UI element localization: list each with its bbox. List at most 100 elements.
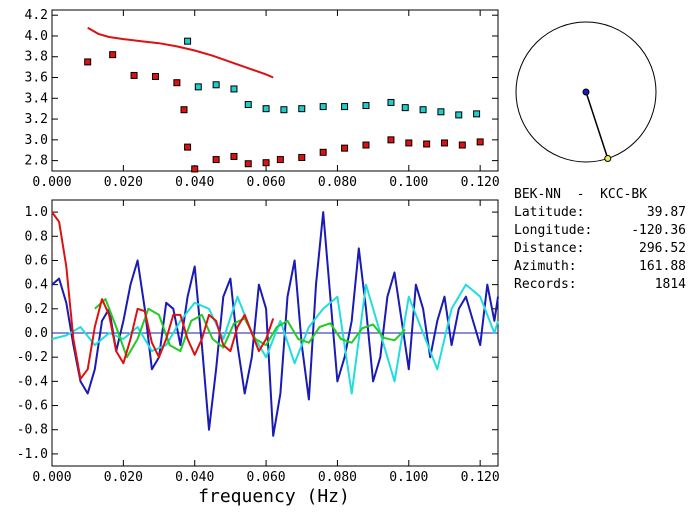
red-data-point xyxy=(423,140,431,148)
y-tick-label: 3.0 xyxy=(25,133,48,148)
red-data-point xyxy=(184,143,192,151)
blue-trace xyxy=(51,211,499,437)
y-tick-label: 3.8 xyxy=(25,50,48,65)
y-tick-label: 0.2 xyxy=(25,302,48,317)
red-data-point xyxy=(212,156,220,164)
x-tick-label: 0.000 xyxy=(32,470,71,485)
cyan-data-point xyxy=(437,108,445,116)
cyan-data-point xyxy=(401,104,409,112)
x-tick-label: 0.120 xyxy=(461,470,500,485)
cyan-data-point xyxy=(184,37,192,45)
plot-frame xyxy=(51,9,499,172)
y-tick-label: 4.0 xyxy=(25,29,48,44)
red-data-point xyxy=(341,144,349,152)
x-tick-label: 0.020 xyxy=(104,175,143,190)
x-tick-label: 0.000 xyxy=(32,175,71,190)
cyan-data-point xyxy=(280,106,288,114)
info-row-distance: Distance: 296.52 xyxy=(514,240,688,258)
cyan-data-point xyxy=(455,111,463,119)
cyan-data-point xyxy=(319,103,327,111)
red-data-point xyxy=(387,136,395,144)
red-data-point xyxy=(180,106,188,114)
info-value: 296.52 xyxy=(639,241,686,256)
y-tick-label: 4.2 xyxy=(25,8,48,23)
x-tick-label: 0.100 xyxy=(389,470,428,485)
station-pair-label: BEK-NN - KCC-BK xyxy=(514,187,648,202)
azimuth-line xyxy=(585,91,609,159)
origin-marker xyxy=(582,88,590,96)
x-tick-label: 0.040 xyxy=(175,470,214,485)
cyan-data-point xyxy=(230,85,238,93)
cyan-data-point xyxy=(298,105,306,113)
cyan-data-point xyxy=(473,110,481,118)
y-tick-label: 0.8 xyxy=(25,229,48,244)
red-data-point xyxy=(84,58,92,66)
red-trace xyxy=(51,211,275,380)
y-tick-label: 0.4 xyxy=(25,278,49,293)
y-tick-label: -1.0 xyxy=(17,447,48,462)
y-tick-label: 2.8 xyxy=(25,154,48,169)
info-label: Distance: xyxy=(514,241,585,256)
azimuth-compass xyxy=(515,21,657,163)
x-tick-label: 0.060 xyxy=(247,470,286,485)
info-row-longitude: Longitude: -120.36 xyxy=(514,222,688,240)
cyan-data-point xyxy=(212,81,220,89)
dispersion-curve xyxy=(87,26,274,79)
info-value: -120.36 xyxy=(631,223,686,238)
x-tick-label: 0.120 xyxy=(461,175,500,190)
cyan-data-point xyxy=(194,83,202,91)
red-data-point xyxy=(440,139,448,147)
y-tick-label: -0.8 xyxy=(17,423,48,438)
info-label: Latitude: xyxy=(514,205,585,220)
red-data-point xyxy=(262,159,270,167)
compass-circle xyxy=(515,21,657,163)
y-tick-label: 0.6 xyxy=(25,253,48,268)
x-tick-label: 0.100 xyxy=(389,175,428,190)
x-tick-label: 0.060 xyxy=(247,175,286,190)
y-tick-label: 1.0 xyxy=(25,205,48,220)
waveform-chart: 0.000 0.020 0.040 0.060 0.080 0.100 0.120 -1.0 -… xyxy=(17,199,500,485)
info-label: Azimuth: xyxy=(514,259,577,274)
info-value: 1814 xyxy=(654,277,686,292)
x-axis-title: frequency (Hz) xyxy=(198,486,350,507)
info-label: Records: xyxy=(514,277,577,292)
red-data-point xyxy=(298,153,306,161)
x-tick-label: 0.040 xyxy=(175,175,214,190)
red-data-point xyxy=(458,141,466,149)
station-info-panel: BEK-NN - KCC-BK Latitude: 39.87 Longitude… xyxy=(514,186,688,294)
cyan-data-point xyxy=(262,105,270,113)
red-data-point xyxy=(244,160,252,168)
red-data-point xyxy=(191,165,199,173)
y-tick-label: 3.2 xyxy=(25,112,48,127)
y-tick-label: -0.2 xyxy=(17,350,48,365)
red-data-point xyxy=(362,141,370,149)
y-tick-label: 0.0 xyxy=(25,326,48,341)
y-tick-label: 3.4 xyxy=(25,91,49,106)
y-tick-label: 3.6 xyxy=(25,71,48,86)
x-tick-label: 0.080 xyxy=(318,470,357,485)
dispersion-chart: 0.000 0.020 0.040 0.060 0.080 0.100 0.120 2.8 3.… xyxy=(25,8,500,190)
info-row-azimuth: Azimuth: 161.88 xyxy=(514,258,688,276)
cyan-data-point xyxy=(362,102,370,110)
info-value: 161.88 xyxy=(639,259,686,274)
y-tick-label: -0.4 xyxy=(17,374,48,389)
cyan-data-point xyxy=(387,98,395,106)
red-data-point xyxy=(109,51,117,59)
red-data-point xyxy=(173,79,181,87)
x-tick-label: 0.080 xyxy=(318,175,357,190)
info-row-records: Records: 1814 xyxy=(514,276,688,294)
x-tick-label: 0.020 xyxy=(104,470,143,485)
y-tick-label: -0.6 xyxy=(17,399,48,414)
red-data-point xyxy=(319,148,327,156)
red-data-point xyxy=(276,156,284,164)
cyan-data-point xyxy=(419,106,427,114)
red-data-point xyxy=(130,71,138,79)
cyan-data-point xyxy=(244,101,252,109)
red-data-point xyxy=(151,72,159,80)
cyan-data-point xyxy=(341,103,349,111)
info-label: Longitude: xyxy=(514,223,593,238)
red-data-point xyxy=(405,139,413,147)
info-row-latitude: Latitude: 39.87 xyxy=(514,204,688,222)
red-data-point xyxy=(476,138,484,146)
